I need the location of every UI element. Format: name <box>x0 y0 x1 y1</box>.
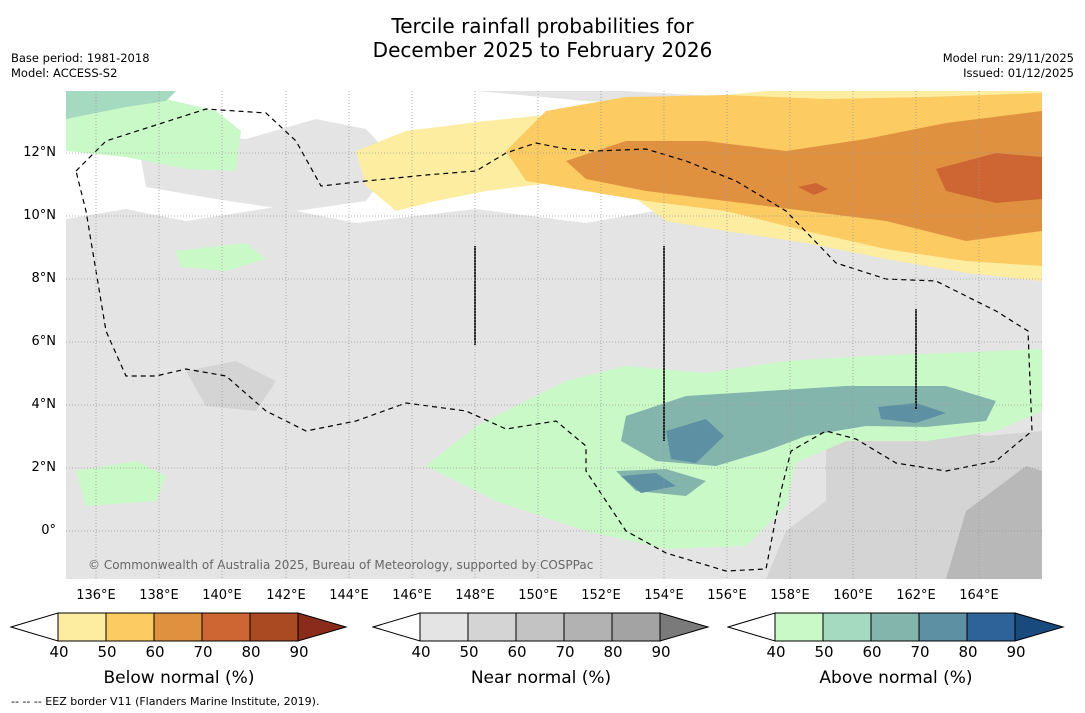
colorbar-below-segment-4 <box>201 612 251 642</box>
model-name: Model: ACCESS-S2 <box>11 66 118 80</box>
cb-above-tick-50: 50 <box>814 643 834 661</box>
x-tick-140e: 140°E <box>202 588 242 603</box>
title-line-2: December 2025 to February 2026 <box>372 38 713 62</box>
x-tick-162e: 162°E <box>896 588 936 603</box>
colorbar-below-segment-1 <box>57 612 107 642</box>
colorbar-above-high-extension <box>1014 612 1065 642</box>
x-tick-138e: 138°E <box>139 588 179 603</box>
cb-near-tick-90: 90 <box>651 643 671 661</box>
colorbar-near-segment-2 <box>467 612 517 642</box>
below-normal-70-cell <box>936 153 1042 203</box>
title-line-1: Tercile rainfall probabilities for <box>391 14 694 38</box>
above-normal-50-sw <box>76 461 166 506</box>
colorbar-above-title: Above normal (%) <box>819 668 973 688</box>
map-title: Tercile rainfall probabilities for Decem… <box>0 14 1085 62</box>
meta-right: Model run: 29/11/2025 Issued: 01/12/2025 <box>943 51 1074 81</box>
issued-date: Issued: 01/12/2025 <box>963 66 1074 80</box>
cb-above-tick-40: 40 <box>766 643 786 661</box>
colorbar-above-segment-3 <box>870 612 920 642</box>
x-tick-136e: 136°E <box>76 588 116 603</box>
y-tick-8n: 8°N <box>31 271 57 286</box>
cb-below-tick-40: 40 <box>49 643 69 661</box>
cb-below-tick-60: 60 <box>145 643 165 661</box>
x-tick-148e: 148°E <box>455 588 495 603</box>
colorbar-near-segment-5 <box>611 612 661 642</box>
x-tick-144e: 144°E <box>329 588 369 603</box>
colorbar-above-segment-2 <box>822 612 872 642</box>
y-tick-10n: 10°N <box>23 208 56 223</box>
above-normal-80-cell-c <box>621 473 676 493</box>
graticule <box>66 91 1042 579</box>
y-tick-4n: 4°N <box>31 397 57 412</box>
cb-above-tick-80: 80 <box>958 643 978 661</box>
colorbar-near-high-extension <box>659 612 710 642</box>
colorbar-above-segment-4 <box>918 612 968 642</box>
colorbar-near-title: Near normal (%) <box>470 668 612 688</box>
colorbar-above-normal <box>727 612 1065 642</box>
probability-map <box>66 91 1042 579</box>
cb-near-tick-50: 50 <box>459 643 479 661</box>
copyright-notice: © Commonwealth of Australia 2025, Bureau… <box>88 558 594 572</box>
above-normal-50-west-nw <box>66 99 241 171</box>
x-tick-146e: 146°E <box>392 588 432 603</box>
above-normal-80-cell-a <box>666 419 724 463</box>
meta-left: Base period: 1981-2018 Model: ACCESS-S2 <box>11 51 150 81</box>
cb-below-tick-50: 50 <box>97 643 117 661</box>
colorbar-near-normal <box>372 612 710 642</box>
colorbar-above-low-extension <box>727 612 776 642</box>
colorbar-below-normal <box>10 612 348 642</box>
colorbar-below-segment-2 <box>105 612 155 642</box>
above-normal-50-small <box>176 243 266 271</box>
map-canvas <box>66 91 1042 579</box>
x-tick-158e: 158°E <box>770 588 810 603</box>
above-normal-80-cell-b <box>878 403 946 423</box>
x-tick-164e: 164°E <box>959 588 999 603</box>
cb-near-tick-70: 70 <box>555 643 575 661</box>
cb-below-tick-90: 90 <box>289 643 309 661</box>
below-normal-70-small <box>798 183 828 195</box>
cb-near-tick-60: 60 <box>507 643 527 661</box>
colorbar-near-segment-1 <box>419 612 469 642</box>
near-normal-60-west <box>186 361 276 411</box>
eez-footnote: -- -- -- EEZ border V11 (Flanders Marine… <box>11 695 320 708</box>
y-tick-2n: 2°N <box>31 460 57 475</box>
above-normal-60-nw <box>66 91 176 119</box>
below-normal-60-band <box>566 111 1042 241</box>
cb-near-tick-80: 80 <box>603 643 623 661</box>
cb-above-tick-90: 90 <box>1006 643 1026 661</box>
colorbar-near-segment-3 <box>515 612 565 642</box>
cb-below-tick-80: 80 <box>241 643 261 661</box>
cb-above-tick-60: 60 <box>862 643 882 661</box>
x-tick-150e: 150°E <box>518 588 558 603</box>
y-tick-6n: 6°N <box>31 334 57 349</box>
base-period: Base period: 1981-2018 <box>11 51 150 65</box>
x-tick-154e: 154°E <box>644 588 684 603</box>
colorbar-above-segment-1 <box>774 612 824 642</box>
colorbar-below-low-extension <box>10 612 59 642</box>
x-tick-142e: 142°E <box>266 588 306 603</box>
colorbar-near-segment-4 <box>563 612 613 642</box>
x-tick-152e: 152°E <box>581 588 621 603</box>
colorbar-near-low-extension <box>372 612 421 642</box>
y-tick-0: 0° <box>41 523 56 538</box>
x-tick-160e: 160°E <box>833 588 873 603</box>
colorbar-above-segment-5 <box>966 612 1016 642</box>
colorbar-below-high-extension <box>297 612 348 642</box>
cb-below-tick-70: 70 <box>193 643 213 661</box>
colorbar-below-segment-5 <box>249 612 299 642</box>
y-tick-12n: 12°N <box>23 145 56 160</box>
cb-near-tick-40: 40 <box>411 643 431 661</box>
x-tick-156e: 156°E <box>707 588 747 603</box>
model-run-date: Model run: 29/11/2025 <box>942 51 1074 65</box>
cb-above-tick-70: 70 <box>910 643 930 661</box>
colorbar-below-segment-3 <box>153 612 203 642</box>
near-normal-70-se <box>946 466 1042 579</box>
colorbar-below-title: Below normal (%) <box>103 668 255 688</box>
